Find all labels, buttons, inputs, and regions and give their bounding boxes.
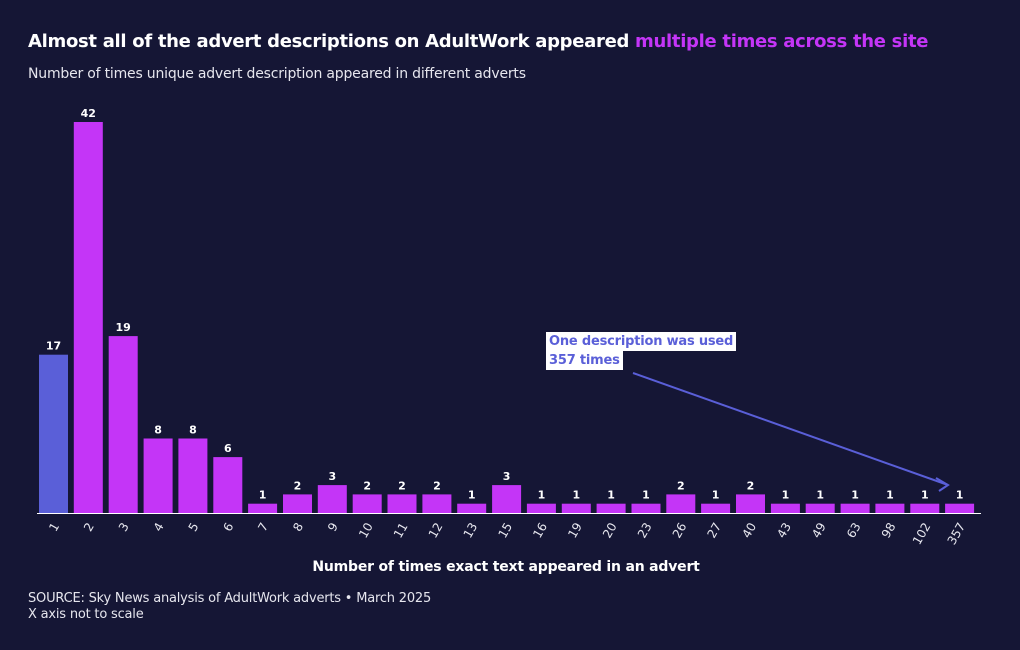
tick-label-43: 43 — [774, 520, 794, 540]
x-axis-label: Number of times exact text appeared in a… — [312, 559, 700, 575]
tick-label-13: 13 — [461, 520, 481, 540]
tick-label-10: 10 — [356, 520, 376, 540]
value-label-2: 42 — [81, 107, 96, 120]
source-note: SOURCE: Sky News analysis of AdultWork a… — [28, 591, 431, 623]
tick-label-9: 9 — [325, 520, 341, 534]
bar-1 — [39, 354, 68, 513]
value-label-43: 1 — [782, 489, 790, 502]
tick-label-40: 40 — [739, 520, 759, 540]
bar-357 — [945, 503, 975, 513]
bar-2 — [73, 122, 103, 513]
tick-label-357: 357 — [945, 520, 969, 547]
bar-9 — [317, 485, 347, 513]
tick-label-63: 63 — [844, 520, 864, 540]
bar-11 — [387, 494, 417, 513]
value-label-5: 8 — [189, 424, 197, 437]
value-label-4: 8 — [154, 424, 162, 437]
bar-15 — [492, 485, 522, 513]
bar-5 — [178, 438, 208, 513]
tick-label-98: 98 — [879, 520, 899, 540]
bar-43 — [770, 503, 800, 513]
value-label-26: 2 — [677, 479, 685, 492]
tick-label-12: 12 — [426, 520, 446, 540]
value-label-49: 1 — [816, 489, 824, 502]
tick-label-2: 2 — [81, 520, 97, 534]
tick-label-11: 11 — [391, 520, 411, 540]
value-label-3: 19 — [116, 321, 131, 334]
chart-subtitle: Number of times unique advert descriptio… — [28, 66, 526, 82]
value-label-11: 2 — [398, 479, 406, 492]
tick-label-19: 19 — [565, 520, 585, 540]
tick-label-6: 6 — [220, 520, 236, 534]
bar-20 — [596, 503, 626, 513]
tick-label-15: 15 — [495, 520, 515, 540]
tick-label-8: 8 — [290, 520, 306, 534]
bar-7 — [248, 503, 278, 513]
bar-16 — [526, 503, 556, 513]
tick-label-16: 16 — [530, 520, 550, 540]
bar-3 — [108, 336, 138, 513]
value-label-12: 2 — [433, 479, 441, 492]
annotation-arrow — [632, 372, 950, 492]
bar-12 — [422, 494, 452, 513]
value-label-98: 1 — [886, 489, 894, 502]
value-label-9: 3 — [328, 470, 336, 483]
tick-label-27: 27 — [704, 520, 724, 540]
value-label-27: 1 — [712, 489, 720, 502]
value-label-8: 2 — [294, 479, 302, 492]
bar-63 — [840, 503, 870, 513]
value-label-357: 1 — [956, 489, 964, 502]
value-label-23: 1 — [642, 489, 650, 502]
value-label-10: 2 — [363, 479, 371, 492]
value-label-6: 6 — [224, 442, 232, 455]
tick-label-1: 1 — [46, 520, 62, 534]
bar-23 — [631, 503, 661, 513]
tick-label-5: 5 — [186, 520, 202, 534]
bar-26 — [666, 494, 696, 513]
value-label-1: 17 — [46, 340, 61, 353]
title-plain: Almost all of the advert descriptions on… — [28, 31, 636, 52]
value-label-20: 1 — [607, 489, 615, 502]
tick-label-7: 7 — [255, 520, 271, 534]
annotation-line-1: One description was used — [546, 332, 737, 351]
value-label-15: 3 — [503, 470, 511, 483]
bar-4 — [143, 438, 173, 513]
value-label-13: 1 — [468, 489, 476, 502]
bar-49 — [805, 503, 835, 513]
value-label-16: 1 — [538, 489, 546, 502]
tick-label-102: 102 — [910, 520, 934, 547]
bar-19 — [561, 503, 591, 513]
value-label-63: 1 — [851, 489, 859, 502]
tick-label-26: 26 — [670, 520, 690, 540]
tick-label-4: 4 — [151, 520, 167, 534]
source-text: SOURCE: Sky News analysis of AdultWork a… — [28, 591, 432, 606]
title-highlight: multiple times across the site — [635, 31, 929, 52]
bar-102 — [910, 503, 940, 513]
bar-27 — [701, 503, 731, 513]
bar-10 — [352, 494, 382, 513]
chart-title: Almost all of the advert descriptions on… — [28, 31, 928, 52]
tick-label-49: 49 — [809, 520, 829, 540]
annotation-label: One description was used 357 times — [546, 332, 737, 370]
bar-40 — [736, 494, 765, 513]
value-label-7: 1 — [259, 489, 267, 502]
value-label-19: 1 — [572, 489, 580, 502]
bar-98 — [875, 503, 905, 513]
scale-note: X axis not to scale — [28, 607, 144, 622]
bar-13 — [457, 503, 487, 513]
bar-8 — [283, 494, 312, 513]
tick-label-23: 23 — [635, 520, 655, 540]
value-label-40: 2 — [747, 479, 755, 492]
annotation-line-2: 357 times — [546, 351, 623, 370]
value-label-102: 1 — [921, 489, 929, 502]
tick-label-3: 3 — [116, 520, 132, 534]
tick-label-20: 20 — [600, 520, 620, 540]
bar-6 — [213, 457, 243, 513]
